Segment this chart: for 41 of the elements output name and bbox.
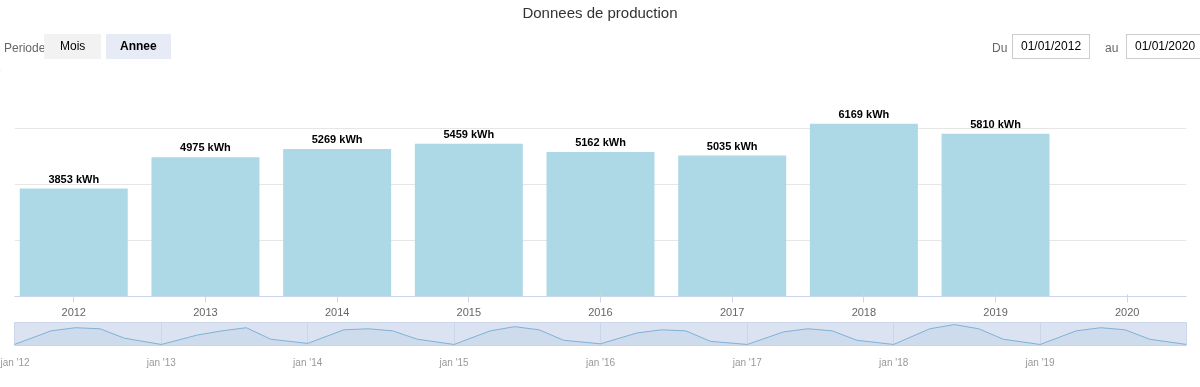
x-tick-label: jan '16 bbox=[584, 356, 616, 368]
bar bbox=[678, 155, 787, 297]
text: Periode bbox=[4, 40, 46, 57]
text: Annee bbox=[106, 34, 171, 60]
text: 01/01/2020 bbox=[1126, 34, 1200, 60]
x-tick-label: jan '13 bbox=[145, 356, 177, 368]
text: Du bbox=[992, 40, 1008, 57]
bar bbox=[809, 123, 918, 297]
data-label: 5459 kWh bbox=[443, 127, 495, 140]
x-tick-label: jan '18 bbox=[878, 356, 909, 368]
x-tick-label: 2020 bbox=[1115, 305, 1140, 318]
bar bbox=[283, 148, 392, 297]
x-tick-label: 2014 bbox=[324, 305, 350, 318]
data-label: 6169 kWh bbox=[838, 107, 890, 120]
x-tick-label: 2019 bbox=[983, 305, 1008, 318]
x-tick-label: jan '12 bbox=[0, 356, 31, 368]
data-label: 4975 kWh bbox=[180, 141, 232, 154]
x-tick-label: 2017 bbox=[719, 305, 745, 318]
x-tick-label: jan '14 bbox=[292, 356, 323, 368]
x-tick-label: 2013 bbox=[193, 305, 218, 318]
x-tick-label: jan '15 bbox=[438, 356, 470, 368]
bar bbox=[414, 143, 523, 297]
bar bbox=[19, 188, 128, 297]
data-label: 5810 kWh bbox=[970, 117, 1022, 130]
bar bbox=[941, 133, 1050, 297]
data-label: 5269 kWh bbox=[311, 132, 363, 145]
data-label: 5162 kWh bbox=[575, 135, 627, 148]
bar bbox=[151, 157, 260, 297]
x-tick-label: 2018 bbox=[851, 305, 877, 318]
text: Mois bbox=[44, 34, 102, 60]
x-tick-label: jan '19 bbox=[1024, 356, 1056, 368]
text: au bbox=[1105, 40, 1119, 57]
chart-title: Donnees de production bbox=[521, 3, 679, 23]
x-tick-label: 2012 bbox=[61, 305, 87, 318]
text: 01/01/2012 bbox=[1012, 34, 1091, 60]
x-tick-label: jan '17 bbox=[731, 356, 763, 368]
bar bbox=[546, 151, 655, 297]
data-label: 5035 kWh bbox=[706, 139, 758, 152]
x-tick-label: 2016 bbox=[588, 305, 613, 318]
x-tick-label: 2015 bbox=[456, 305, 482, 318]
data-label: 3853 kWh bbox=[48, 172, 100, 185]
